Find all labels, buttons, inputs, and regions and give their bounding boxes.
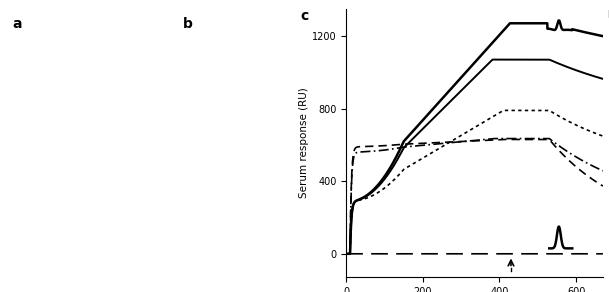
Text: c: c [300, 9, 308, 23]
Text: a: a [13, 17, 22, 31]
Text: [Virus standard]: [Virus standard] [608, 9, 609, 18]
Y-axis label: Serum response (RU): Serum response (RU) [299, 88, 309, 199]
Text: (μg/ml): (μg/ml) [608, 30, 609, 39]
Text: b: b [183, 17, 192, 31]
